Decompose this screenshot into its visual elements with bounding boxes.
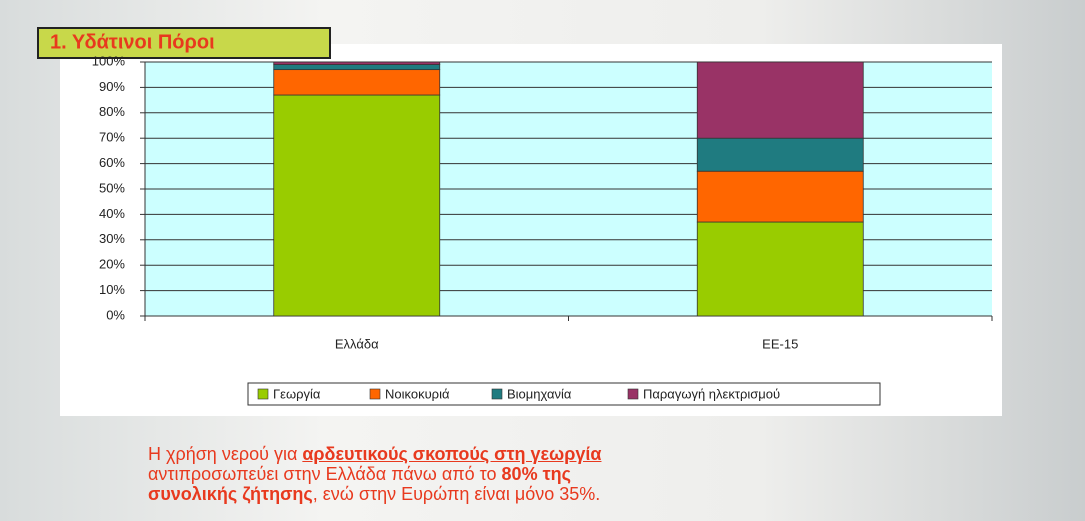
legend-swatch xyxy=(492,389,502,399)
y-tick-label: 80% xyxy=(99,104,125,119)
caption-text: αντιπροσωπεύει στην Ελλάδα πάνω από το xyxy=(148,464,497,484)
caption: Η χρήση νερού για αρδευτικούς σκοπούς στ… xyxy=(148,444,601,504)
caption-text: , ενώ στην Ευρώπη είναι μόνο 35%. xyxy=(313,484,600,504)
legend-swatch xyxy=(628,389,638,399)
legend-swatch xyxy=(258,389,268,399)
x-tick-label: Ελλάδα xyxy=(335,336,379,351)
y-tick-label: 20% xyxy=(99,257,125,272)
legend-label: Γεωργία xyxy=(273,386,321,401)
y-tick-label: 10% xyxy=(99,282,125,297)
caption-emphasis: συνολικής ζήτησης xyxy=(148,484,313,504)
bar-segment xyxy=(274,95,440,316)
caption-emphasis: αρδευτικούς σκοπούς στη γεωργία xyxy=(302,444,601,464)
chart: 1. Υδάτινοι Πόροι 0% 10% 20% 30% 40% 50% 60% 70… xyxy=(0,0,1085,521)
bar-segment xyxy=(274,65,440,70)
y-tick-label: 30% xyxy=(99,231,125,246)
chart-title: 1. Υδάτινοι Πόροι xyxy=(50,31,215,53)
legend-label: Βιομηχανία xyxy=(507,386,572,401)
x-tick-label: ΕΕ-15 xyxy=(762,336,798,351)
legend-label: Νοικοκυριά xyxy=(385,386,450,401)
y-tick-label: 100% xyxy=(92,53,126,68)
y-tick-label: 40% xyxy=(99,206,125,221)
y-tick-label: 90% xyxy=(99,79,125,94)
bar-segment xyxy=(274,70,440,95)
caption-emphasis: 80% της xyxy=(502,464,571,484)
y-tick-label: 70% xyxy=(99,130,125,145)
y-tick-label: 0% xyxy=(106,307,125,322)
bar-segment xyxy=(274,62,440,65)
legend-swatch xyxy=(370,389,380,399)
page: 1. Υδάτινοι Πόροι 0% 10% 20% 30% 40% 50% 60% 70… xyxy=(0,0,1085,521)
caption-text: Η χρήση νερού για xyxy=(148,444,297,464)
bar-segment xyxy=(697,62,863,138)
bar-segment xyxy=(697,222,863,316)
bar-segment xyxy=(697,171,863,222)
y-tick-label: 60% xyxy=(99,155,125,170)
legend-label: Παραγωγή ηλεκτρισμού xyxy=(643,386,780,401)
y-tick-label: 50% xyxy=(99,180,125,195)
bar-segment xyxy=(697,138,863,171)
